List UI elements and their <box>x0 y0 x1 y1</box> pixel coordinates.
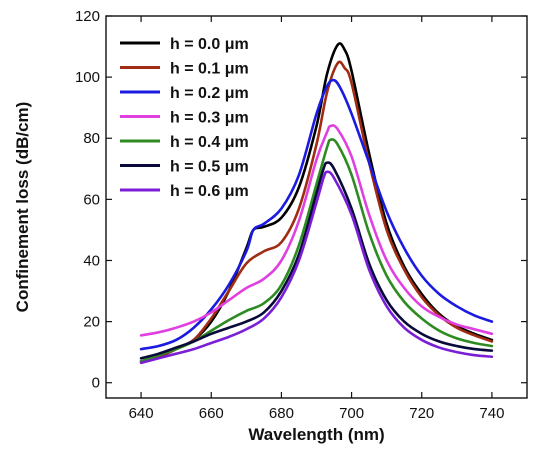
y-tick-label: 120 <box>75 8 100 25</box>
series-line-1 <box>139 60 494 363</box>
x-tick-label: 740 <box>479 405 504 422</box>
y-tick-label: 40 <box>83 252 100 269</box>
plot-frame <box>105 15 528 399</box>
x-tick-label: 640 <box>129 405 154 422</box>
y-tick-label: 60 <box>83 191 100 208</box>
legend-label-5: h = 0.5 μm <box>170 159 249 176</box>
x-tick-label: 680 <box>269 405 294 422</box>
series-line-3 <box>139 124 494 337</box>
legend-label-1: h = 0.1 μm <box>170 61 249 78</box>
x-tick-label: 700 <box>339 405 364 422</box>
y-tick-label: 80 <box>83 130 100 147</box>
legend-label-6: h = 0.6 μm <box>170 183 249 200</box>
legend: h = 0.0 μm h = 0.1 μm h = 0.2 μm h = 0.3 μm… <box>120 36 249 200</box>
plot-area <box>105 15 528 399</box>
series-line-5 <box>139 161 494 360</box>
legend-label-0: h = 0.0 μm <box>170 36 249 53</box>
series-lines <box>139 42 494 365</box>
y-tick-label: 0 <box>92 375 100 392</box>
series-line-4 <box>139 138 494 363</box>
x-tick-label: 720 <box>409 405 434 422</box>
y-axis-title: Confinement loss (dB/cm) <box>13 102 32 313</box>
legend-label-2: h = 0.2 μm <box>170 85 249 102</box>
y-tick-label: 100 <box>75 69 100 86</box>
series-line-6 <box>139 170 494 365</box>
axis-ticks: 640 660 680 700 720 740 0 20 40 60 80 100 120 <box>75 8 527 422</box>
series-line-2 <box>139 78 494 351</box>
x-tick-label: 660 <box>199 405 224 422</box>
series-line-0 <box>139 42 494 363</box>
x-axis-title: Wavelength (nm) <box>248 425 384 444</box>
y-tick-label: 20 <box>83 314 100 331</box>
legend-label-3: h = 0.3 μm <box>170 110 249 127</box>
legend-label-4: h = 0.4 μm <box>170 134 249 151</box>
